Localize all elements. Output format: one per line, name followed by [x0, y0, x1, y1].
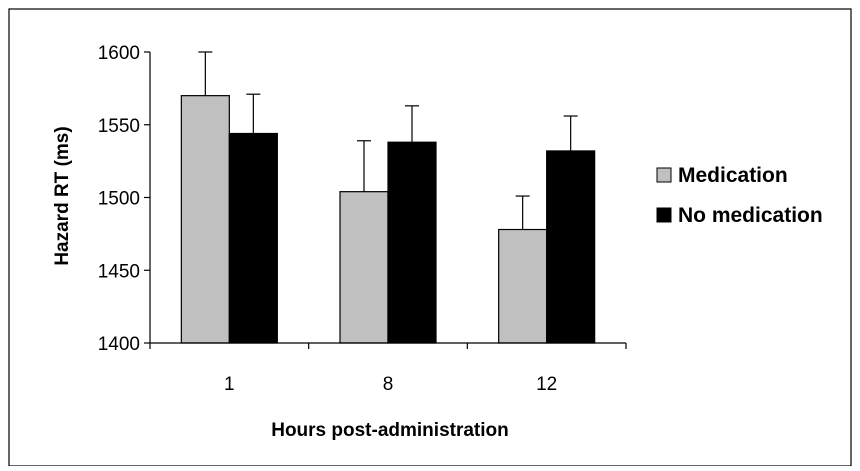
bar-no-medication-12 [546, 150, 596, 344]
legend-label-medication: Medication [678, 164, 788, 187]
legend-label-no-medication: No medication [678, 204, 823, 227]
y-axis-title: Hazard RT (ms) [52, 126, 73, 265]
plot-area: 1400 1450 1500 1550 1600 1 8 12 [98, 43, 627, 395]
y-tick-label-1450: 1450 [98, 261, 140, 282]
y-tick-label-1600: 1600 [98, 43, 140, 64]
bar-medication-1 [180, 95, 230, 344]
bar-medication-12 [498, 228, 548, 344]
legend-swatch-no-medication [656, 207, 672, 223]
x-axis-title: Hours post-administration [271, 420, 509, 441]
y-tick-label-1400: 1400 [98, 334, 140, 355]
x-tick-label-1: 1 [224, 374, 235, 395]
legend-swatch-medication [656, 167, 672, 183]
bar-no-medication-8 [387, 141, 437, 344]
x-tick-label-12: 12 [536, 374, 557, 395]
legend: Medication No medication [656, 164, 823, 227]
bar-medication-8 [339, 191, 389, 344]
y-tick-label-1500: 1500 [98, 189, 140, 210]
bar-no-medication-1 [228, 132, 278, 344]
x-tick-label-8: 8 [383, 374, 394, 395]
y-tick-label-1550: 1550 [98, 116, 140, 137]
